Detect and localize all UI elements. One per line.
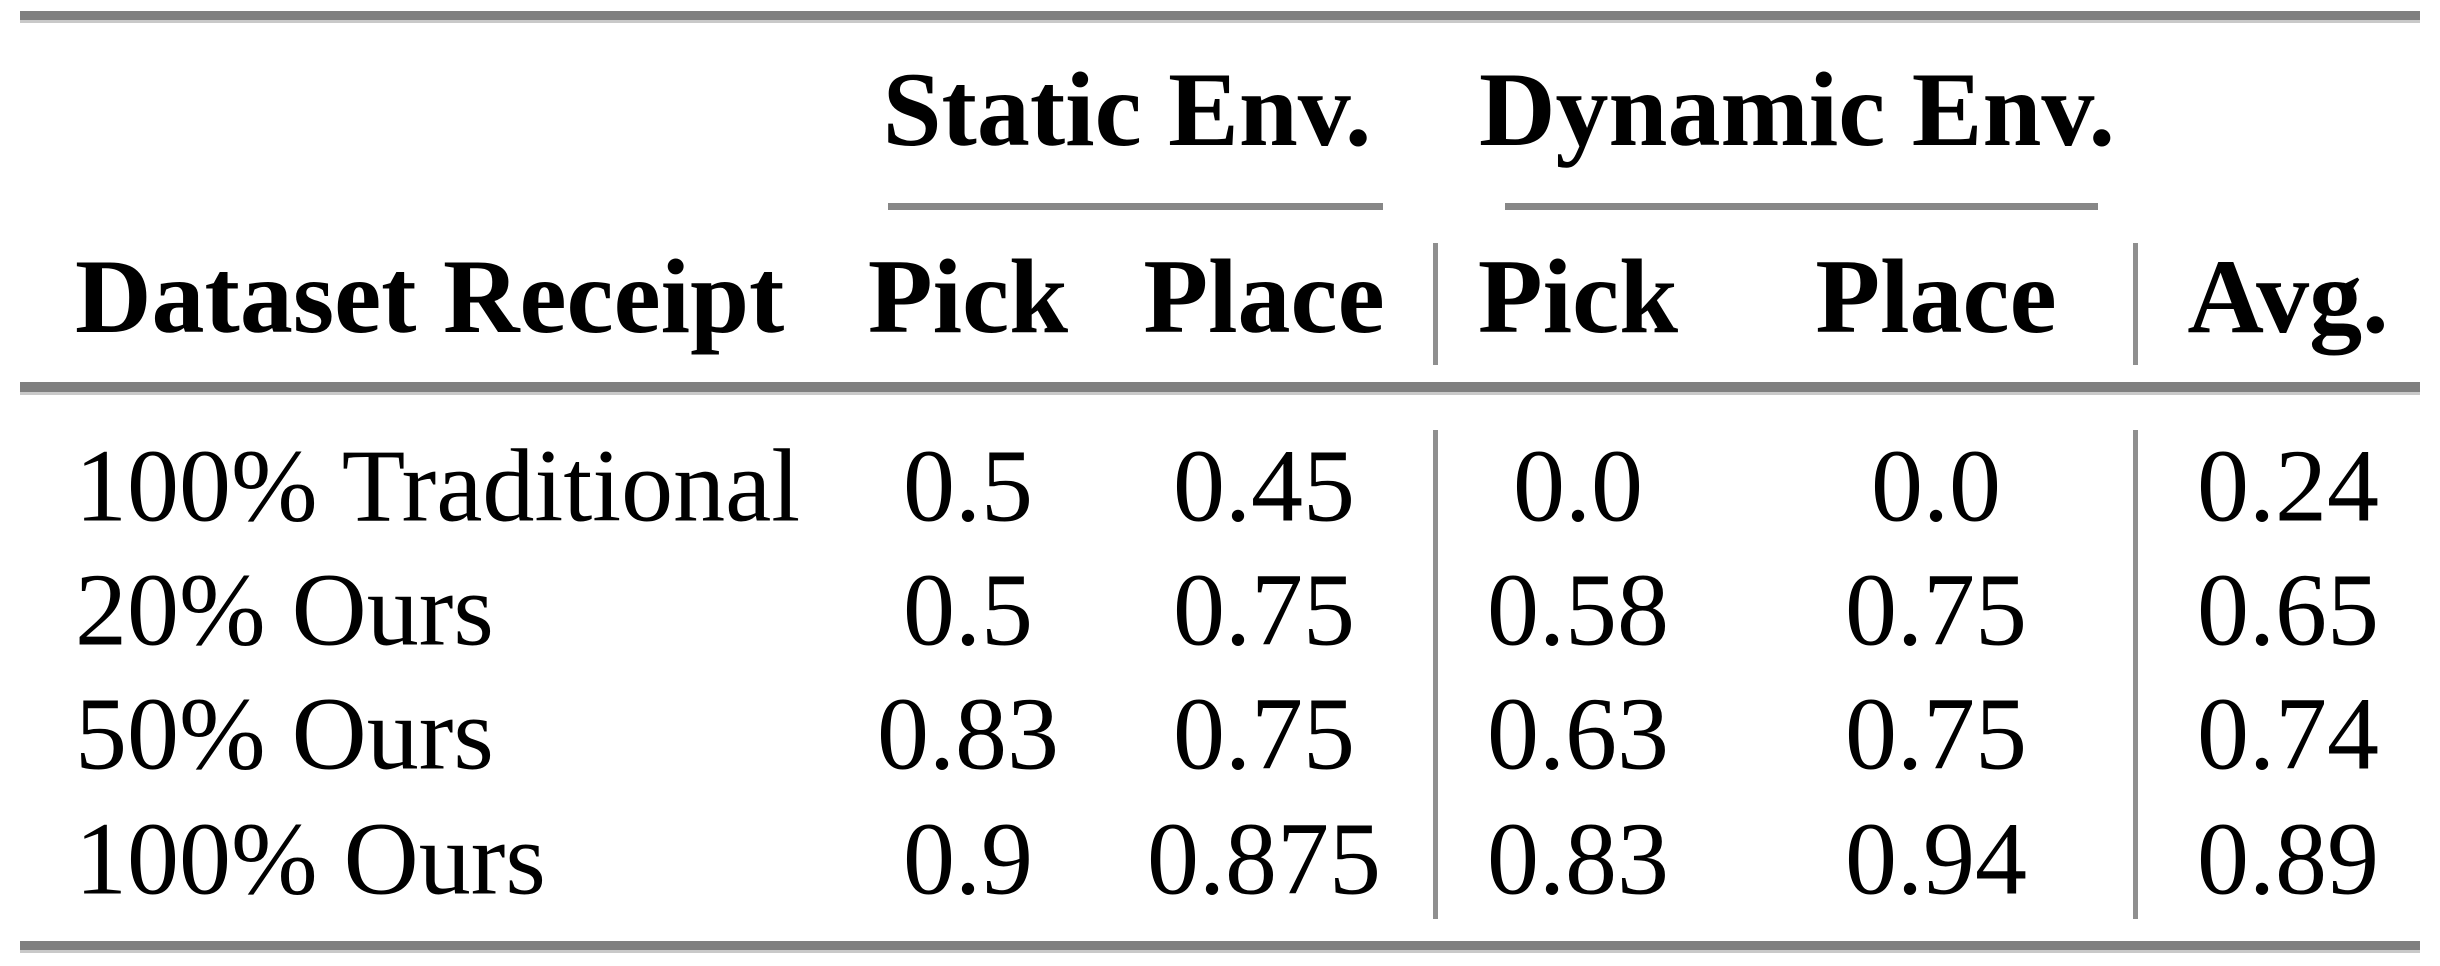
row-2-dataset-cell: 50% Ours bbox=[75, 676, 494, 792]
row-3-dynamic-place-cell: 0.94 bbox=[1845, 801, 2027, 917]
vertical-separator-1-header bbox=[1433, 243, 1438, 365]
row-0-dynamic-place-cell: 0.0 bbox=[1871, 428, 2001, 544]
row-1-avg-cell: 0.65 bbox=[2197, 552, 2379, 668]
row-0-static-place-cell: 0.45 bbox=[1173, 428, 1355, 544]
row-0-dataset-cell: 100% Traditional bbox=[75, 428, 801, 544]
cmidrule-dynamic-env bbox=[1505, 203, 2098, 210]
row-0-dynamic-pick-cell: 0.0 bbox=[1513, 428, 1643, 544]
vertical-separator-1-body bbox=[1433, 430, 1438, 919]
group-header-static-env: Static Env. bbox=[882, 51, 1372, 168]
row-3-static-place-cell: 0.875 bbox=[1147, 801, 1381, 917]
row-3-dynamic-pick-cell: 0.83 bbox=[1487, 801, 1669, 917]
row-2-dynamic-pick-cell: 0.63 bbox=[1487, 676, 1669, 792]
row-2-dynamic-place-cell: 0.75 bbox=[1845, 676, 2027, 792]
vertical-separator-2-body bbox=[2133, 430, 2138, 919]
column-header-dynamic-pick: Pick bbox=[1477, 238, 1679, 355]
top-rule bbox=[20, 11, 2420, 23]
vertical-separator-2-header bbox=[2133, 243, 2138, 365]
row-2-avg-cell: 0.74 bbox=[2197, 676, 2379, 792]
row-0-static-pick-cell: 0.5 bbox=[903, 428, 1033, 544]
cmidrule-static-env bbox=[888, 203, 1383, 210]
column-header-dataset-receipt: Dataset Receipt bbox=[75, 238, 785, 355]
row-1-static-pick-cell: 0.5 bbox=[903, 552, 1033, 668]
column-header-static-place: Place bbox=[1143, 238, 1385, 355]
row-1-static-place-cell: 0.75 bbox=[1173, 552, 1355, 668]
row-1-dynamic-pick-cell: 0.58 bbox=[1487, 552, 1669, 668]
row-3-dataset-cell: 100% Ours bbox=[75, 801, 546, 917]
group-header-dynamic-env: Dynamic Env. bbox=[1478, 51, 2116, 168]
row-2-static-place-cell: 0.75 bbox=[1173, 676, 1355, 792]
row-2-static-pick-cell: 0.83 bbox=[877, 676, 1059, 792]
row-0-avg-cell: 0.24 bbox=[2197, 428, 2379, 544]
column-header-static-pick: Pick bbox=[867, 238, 1069, 355]
row-3-avg-cell: 0.89 bbox=[2197, 801, 2379, 917]
row-1-dataset-cell: 20% Ours bbox=[75, 552, 494, 668]
row-3-static-pick-cell: 0.9 bbox=[903, 801, 1033, 917]
bottom-rule bbox=[20, 941, 2420, 953]
column-header-avg: Avg. bbox=[2187, 238, 2389, 355]
row-1-dynamic-place-cell: 0.75 bbox=[1845, 552, 2027, 668]
column-header-dynamic-place: Place bbox=[1815, 238, 2057, 355]
header-body-divider-rule bbox=[20, 382, 2420, 395]
